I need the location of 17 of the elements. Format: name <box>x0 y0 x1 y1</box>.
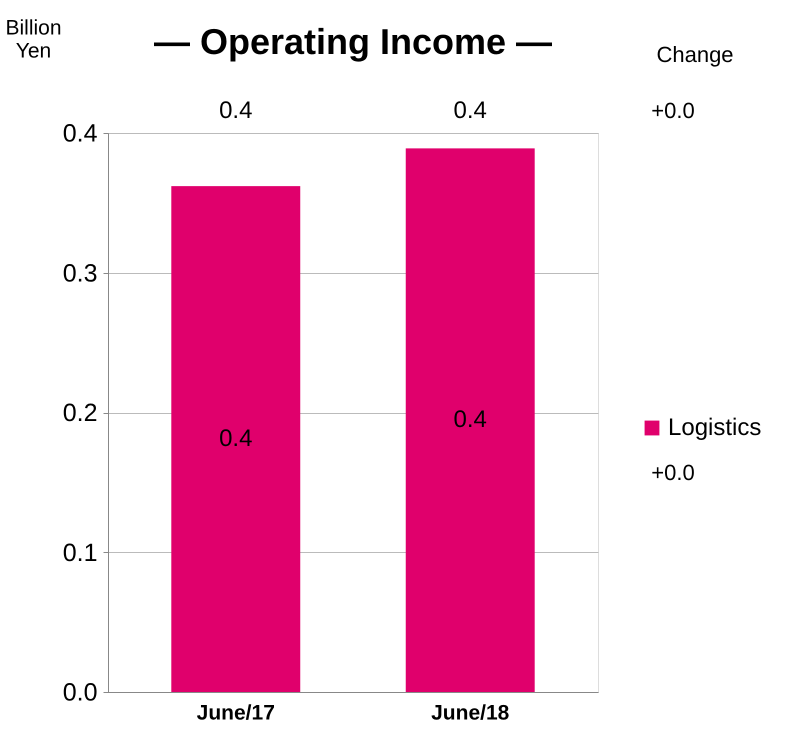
y-axis-title: Billion Yen <box>5 16 62 62</box>
x-tick-label: June/17 <box>196 702 275 724</box>
data-label: 0.4 <box>454 406 487 434</box>
total-label: 0.4 <box>219 97 252 124</box>
data-label: 0.4 <box>219 425 252 452</box>
y-tick-label: 0.4 <box>62 120 98 148</box>
text: +0.0 <box>651 460 695 485</box>
y-tick-label: 0.1 <box>62 538 98 567</box>
text: Change <box>656 42 734 67</box>
y-tick-label: 0.0 <box>62 678 98 706</box>
total-label: 0.4 <box>454 97 487 124</box>
y-tick-label: 0.2 <box>62 399 98 427</box>
y-tick-label: 0.3 <box>62 259 98 288</box>
text: +0.0 <box>651 98 695 123</box>
chart-title: — Operating Income — <box>154 21 552 62</box>
x-tick-label: June/18 <box>431 702 510 724</box>
legend-label: Logistics <box>668 414 762 441</box>
